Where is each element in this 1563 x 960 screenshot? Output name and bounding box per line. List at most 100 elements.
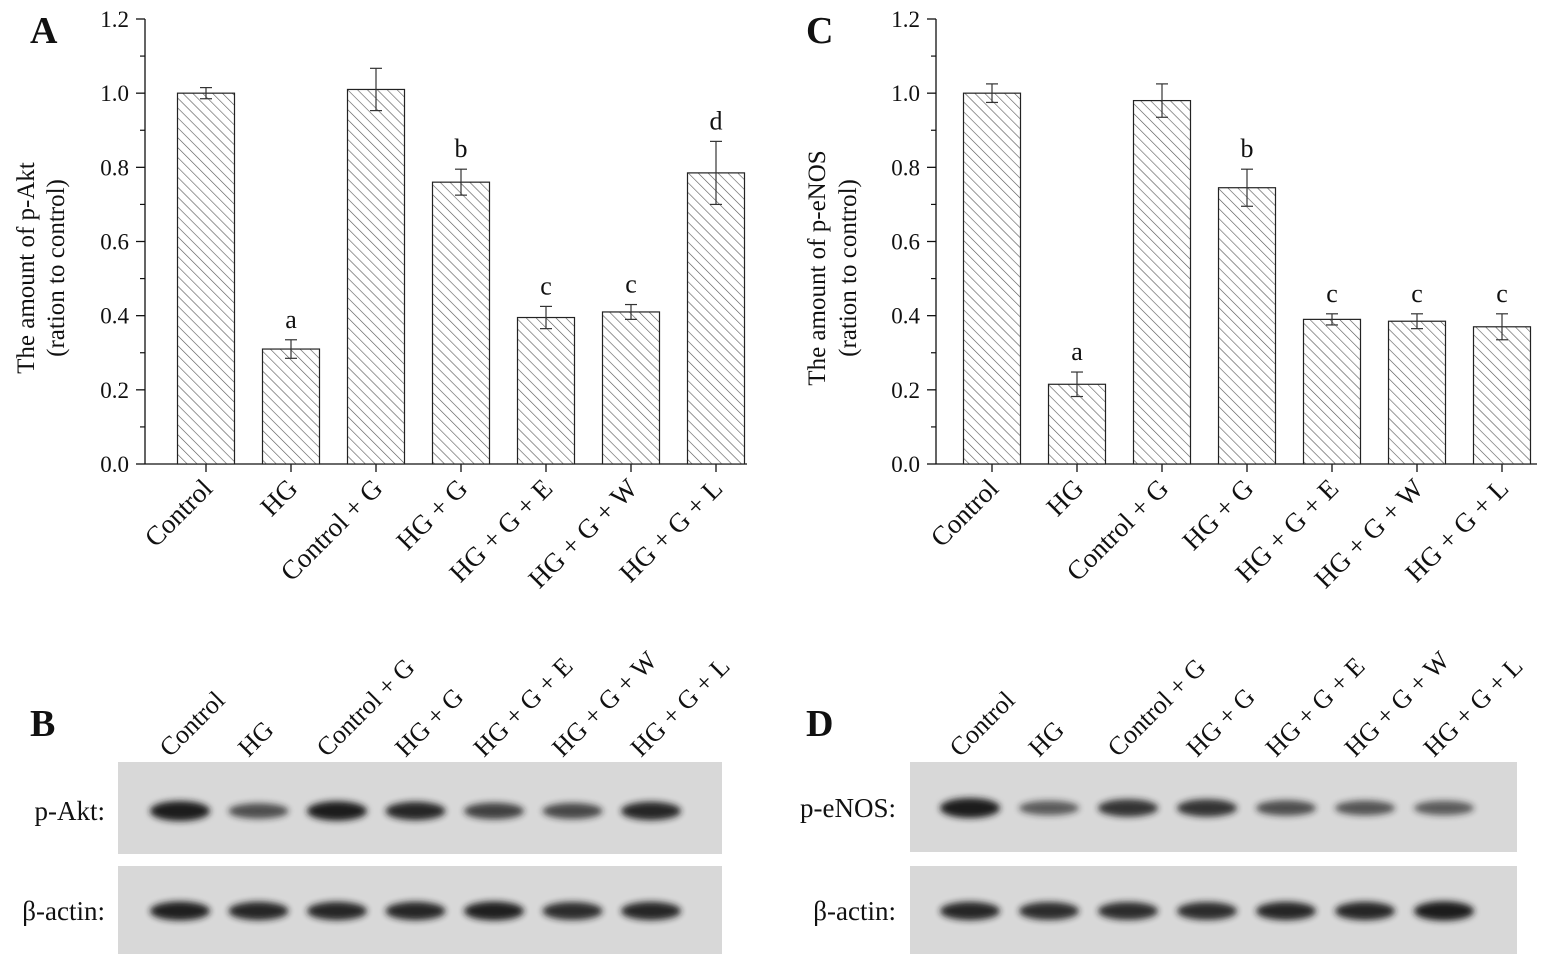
blot-band — [1335, 800, 1395, 816]
blot-band — [385, 901, 446, 921]
blot-row: p-eNOS: — [800, 762, 1517, 852]
blot-band — [1177, 902, 1237, 920]
bars-a: a b c c d — [176, 67, 746, 465]
y-tick-label: 1.0 — [891, 81, 920, 106]
y-axis-title-line1: The amount of p-Akt — [13, 162, 40, 374]
bar — [962, 92, 1022, 465]
blot-band — [1098, 902, 1158, 920]
bar — [1047, 383, 1107, 465]
significance-label: d — [710, 106, 723, 135]
blot-row: β-actin: — [22, 866, 722, 954]
blot-band — [621, 901, 681, 921]
lane-label: HG + G — [1181, 682, 1261, 762]
blot-row: β-actin: — [813, 866, 1517, 954]
y-tick-label: 0.6 — [891, 230, 920, 255]
blot-band — [307, 801, 367, 821]
significance-label: a — [285, 305, 297, 334]
blot-band — [150, 901, 210, 921]
bar — [1132, 99, 1192, 465]
bar — [686, 172, 746, 465]
y-tick-label: 1.0 — [100, 81, 129, 106]
y-axis-title-line1: The amount of p-eNOS — [804, 150, 831, 385]
significance-label: c — [1411, 279, 1423, 308]
significance-label: b — [1241, 134, 1254, 163]
blot-band — [385, 801, 446, 821]
y-tick-label: 0.8 — [100, 155, 129, 180]
blot-band — [307, 901, 367, 921]
axes-a: 0.0 0.2 0.4 0.6 0.8 1.0 1.2 — [100, 7, 747, 477]
y-axis-title-c: The amount of p-eNOS (ration to control) — [804, 150, 862, 385]
category-label: Control — [925, 473, 1005, 553]
lane-label: HG — [1023, 715, 1070, 762]
blot-row-label: β-actin: — [813, 896, 896, 926]
significance-label: c — [625, 270, 637, 299]
bar — [261, 348, 321, 465]
lane-label: HG + G — [389, 682, 469, 762]
significance-label: c — [540, 271, 552, 300]
y-tick-label: 0.2 — [100, 378, 129, 403]
bar — [601, 311, 661, 465]
blot-band — [228, 803, 289, 819]
blot-band — [1098, 799, 1158, 817]
y-axis-title-line2: (ration to control) — [835, 179, 862, 357]
blot-band — [1177, 799, 1237, 817]
blot-band — [940, 901, 1000, 921]
lane-label: Control — [154, 686, 231, 763]
bar — [516, 316, 576, 465]
blot-band — [940, 798, 1000, 818]
blot-band — [1414, 800, 1474, 816]
bar — [1472, 326, 1532, 465]
significance-label: b — [455, 134, 468, 163]
blot-band — [1019, 800, 1079, 816]
bar — [1387, 320, 1447, 465]
bars-c: a b c c c — [962, 83, 1532, 465]
lane-labels-b: Control HG Control + GHG + GHG + G + EHG +… — [154, 645, 736, 762]
blot-band — [150, 801, 210, 821]
significance-label: c — [1496, 279, 1508, 308]
blot-band — [1019, 902, 1079, 920]
bar — [176, 92, 236, 465]
blot-band — [228, 901, 289, 921]
category-label: HG + G — [390, 473, 473, 556]
y-tick-label: 0.4 — [100, 304, 129, 329]
panel-letter-a: A — [30, 10, 58, 52]
blot-band — [464, 802, 524, 820]
significance-label: c — [1326, 279, 1338, 308]
y-axis-title-line2: (ration to control) — [43, 179, 70, 357]
chart-a: A The amount of p-Akt (ration to control… — [13, 7, 747, 594]
y-tick-label: 0.6 — [100, 230, 129, 255]
blot-row-label: p-Akt: — [35, 796, 106, 826]
bar — [1302, 318, 1362, 465]
y-axis-title-a: The amount of p-Akt (ration to control) — [13, 162, 70, 374]
significance-label: a — [1071, 337, 1083, 366]
blot-rows-d: p-eNOS: β-actin: — [800, 762, 1517, 954]
blot-row: p-Akt: — [35, 762, 722, 854]
lane-label: Control — [944, 686, 1021, 763]
y-tick-label: 0.4 — [891, 304, 920, 329]
bar — [431, 181, 491, 465]
category-label: HG — [1040, 473, 1089, 522]
blot-row-label: p-eNOS: — [800, 793, 896, 823]
chart-c: C The amount of p-eNOS (ration to contro… — [804, 7, 1537, 594]
blot-row-label: β-actin: — [22, 896, 105, 926]
category-label: Control — [139, 473, 219, 553]
blot-band — [1256, 901, 1316, 921]
blot-band — [542, 803, 603, 819]
blot-band — [1335, 901, 1395, 921]
blot-band — [1256, 800, 1316, 816]
panel-letter-b: B — [30, 703, 55, 745]
category-label: HG + G — [1176, 473, 1259, 556]
bar — [346, 88, 406, 465]
y-tick-label: 1.2 — [891, 7, 920, 32]
category-label: HG — [254, 473, 303, 522]
bar — [1217, 187, 1277, 465]
blot-rows-b: p-Akt: β-actin: — [22, 762, 722, 954]
western-blot-d: D Control HG Control + GHG + G HG + G + EHG… — [800, 645, 1528, 954]
blot-band — [1414, 901, 1474, 921]
y-tick-label: 0.8 — [891, 155, 920, 180]
blot-band — [542, 902, 603, 920]
blot-band — [621, 801, 681, 821]
